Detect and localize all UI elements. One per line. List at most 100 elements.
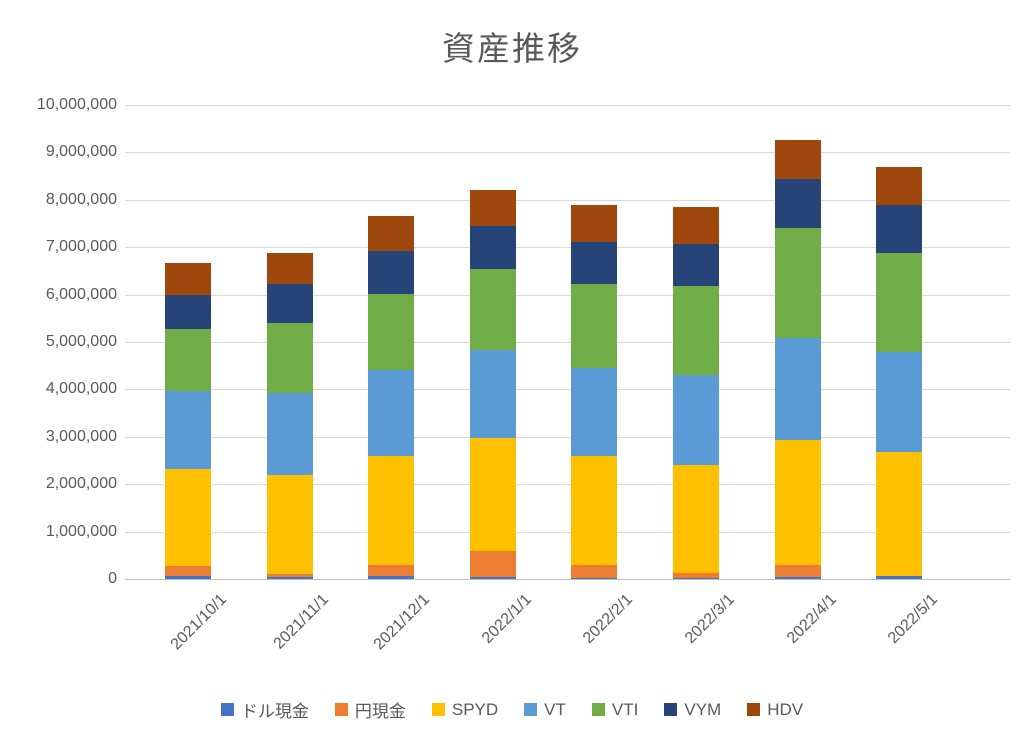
bar-segment-VYM-2021/12/1 [368,250,415,294]
gridline [125,484,1010,486]
x-axis-label: 2022/3/1 [682,591,739,648]
bar-segment-HDV-2022/4/1 [774,139,821,180]
bar-segment-VT-2021/12/1 [368,370,415,456]
gridline [125,105,1010,106]
bar-segment-HDV-2022/2/1 [571,204,618,242]
bar-segment-VT-2022/1/1 [469,349,516,438]
bar-segment-SPYD-2022/3/1 [673,464,720,574]
y-axis-label: 6,000,000 [45,285,117,303]
y-axis-label: 9,000,000 [45,143,117,161]
bar-segment-HDV-2021/11/1 [266,252,313,284]
bar-segment-VTI-2022/5/1 [876,253,923,352]
legend-swatch [524,703,538,716]
legend-swatch [591,703,605,716]
bar-segment-HDV-2022/1/1 [469,189,516,227]
legend-item-SPYD: SPYD [431,699,499,720]
x-axis-label: 2022/1/1 [478,591,535,648]
x-axis-label: 2021/12/1 [370,591,434,654]
bar-segment-VTI-2021/11/1 [266,323,313,393]
gridline [125,531,1010,533]
gridline [125,294,1010,296]
plot-area: 2021/10/1 2021/11/1 2021/12/1 2022/1/1 2022/… [125,105,1010,653]
bar-segment-HDV-2021/12/1 [368,216,415,251]
bar-segment-VT-2021/11/1 [266,392,313,475]
legend-label: 円現金 [354,702,406,721]
gridline [125,247,1010,249]
bar-segment-ドル現金-2022/2/1 [571,577,618,579]
x-axis-label: 2021/10/1 [167,591,230,654]
bar-segment-円現金-2022/2/1 [571,564,618,578]
legend-item-HDV: HDV [747,700,803,720]
legend-item-ドル現金: ドル現金 [220,697,309,722]
bar-segment-VT-2021/10/1 [164,391,211,470]
y-axis-label: 7,000,000 [45,238,117,256]
x-axis-label: 2022/2/1 [580,591,637,648]
chart-title: 資産推移 [442,30,582,67]
y-axis-label: 1,000,000 [45,522,117,540]
bar-segment-VTI-2022/1/1 [469,268,516,350]
bar-segment-SPYD-2022/2/1 [571,456,618,565]
legend-label: ドル現金 [240,702,309,721]
x-axis-line [125,579,1010,580]
y-axis-label: 3,000,000 [45,427,117,445]
bar-segment-VYM-2022/5/1 [876,205,923,254]
gridline [125,342,1010,343]
legend-item-VTI: VTI [591,699,639,720]
bar-segment-ドル現金-2022/5/1 [876,575,923,579]
legend-swatch [664,703,678,716]
legend-swatch [220,703,234,716]
bar-segment-VT-2022/3/1 [673,374,720,465]
bar-segment-SPYD-2022/5/1 [876,451,923,576]
legend-label: VYM [684,699,722,719]
legend-swatch [431,703,445,716]
legend-item-VT: VT [524,700,566,720]
bar-segment-VYM-2022/2/1 [571,241,618,284]
bar-segment-ドル現金-2021/12/1 [368,575,415,579]
bar-segment-ドル現金-2021/11/1 [266,577,313,579]
bar-segment-VTI-2021/12/1 [368,293,415,371]
legend-swatch [334,703,348,716]
legend: ドル現金 円現金 SPYD VT VTI VYM HDV [0,697,1024,722]
bar-segment-円現金-2021/12/1 [368,564,415,576]
bar-segment-HDV-2022/3/1 [673,206,720,244]
bar-segment-円現金-2022/1/1 [469,551,516,578]
legend-swatch [747,703,761,716]
bar-segment-VTI-2022/3/1 [673,286,720,375]
bar-segment-HDV-2022/5/1 [876,166,923,205]
bar-segment-SPYD-2021/11/1 [266,474,313,574]
bar-segment-SPYD-2021/10/1 [164,469,211,567]
legend-label: HDV [767,699,804,719]
legend-item-VYM: VYM [664,700,721,720]
gridline [125,152,1010,154]
bar-segment-VT-2022/4/1 [774,337,821,440]
y-axis-label: 10,000,000 [36,96,117,113]
gridline [125,436,1010,438]
bar-segment-円現金-2022/4/1 [774,565,821,577]
legend-label: VTI [611,699,639,719]
bar-segment-VTI-2022/2/1 [571,283,618,369]
bar-segment-SPYD-2022/1/1 [469,437,516,552]
bar-segment-ドル現金-2021/10/1 [164,575,211,579]
y-axis-label: 8,000,000 [45,190,117,208]
legend-label: VT [544,699,566,719]
bar-segment-ドル現金-2022/3/1 [673,577,720,579]
bar-segment-VT-2022/5/1 [876,351,923,452]
bar-segment-ドル現金-2022/4/1 [774,576,821,579]
bar-segment-VYM-2021/10/1 [164,294,211,330]
bar-segment-HDV-2021/10/1 [164,262,211,295]
legend-label: SPYD [451,699,499,719]
x-axis-label: 2022/5/1 [885,591,942,648]
bar-segment-SPYD-2022/4/1 [774,439,821,566]
y-axis-label: 5,000,000 [45,333,117,350]
bar-segment-VYM-2021/11/1 [266,283,313,324]
bar-segment-SPYD-2021/12/1 [368,455,415,565]
gridline [125,389,1010,391]
x-axis-label: 2021/11/1 [270,591,332,653]
gridline [125,199,1010,201]
legend-item-円現金: 円現金 [334,697,406,722]
y-axis-label: 4,000,000 [45,380,117,398]
bar-segment-VTI-2022/4/1 [774,227,821,338]
bar-segment-円現金-2021/10/1 [164,566,211,576]
y-axis-label: 2,000,000 [45,475,117,493]
